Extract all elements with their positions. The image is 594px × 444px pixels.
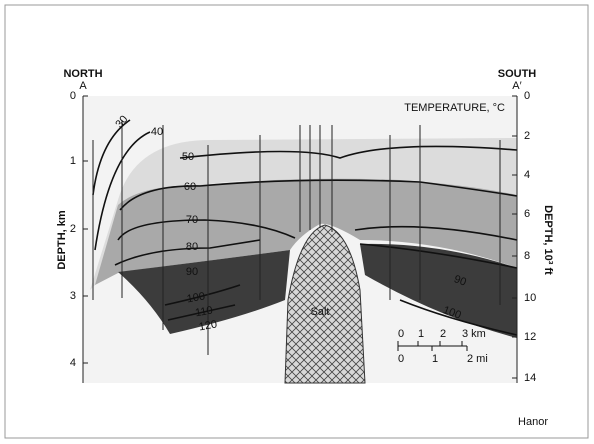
right-tick-label: 2 [524, 130, 530, 142]
left-tick-label: 1 [70, 155, 76, 167]
left-tick-label: 2 [70, 223, 76, 235]
isotherm-label: 60 [184, 181, 196, 193]
scale-km-label: 0 [398, 328, 404, 340]
scale-km-label: 3 km [462, 328, 486, 340]
slide: NORTH A SOUTH A′ TEMPERATURE, °C DEPTH, … [0, 0, 594, 444]
scale-mi-label: 0 [398, 353, 404, 365]
isotherm-label: 40 [151, 126, 163, 138]
left-axis-label: DEPTH, km [56, 210, 68, 270]
scale-mi-label: 2 mi [467, 353, 488, 365]
salt-label: Salt [311, 306, 330, 318]
isotherm-label: 90 [186, 266, 198, 278]
scale-km-label: 1 [418, 328, 424, 340]
a-prime-label: A′ [512, 80, 521, 92]
isotherm-label: 80 [186, 241, 198, 253]
left-tick-label: 4 [70, 357, 76, 369]
diagram-title: TEMPERATURE, °C [404, 102, 505, 114]
right-tick-label: 12 [524, 331, 536, 343]
scale-mi-label: 1 [432, 353, 438, 365]
isotherm-label: 70 [186, 214, 198, 226]
north-label: NORTH [63, 68, 102, 80]
right-tick-label: 8 [524, 250, 530, 262]
south-label: SOUTH [498, 68, 537, 80]
credit: Hanor [518, 416, 548, 428]
right-axis-label: DEPTH, 10³ ft [542, 205, 554, 275]
scale-km-label: 2 [440, 328, 446, 340]
right-tick-label: 0 [524, 90, 530, 102]
a-label: A [79, 80, 87, 92]
cross-section [83, 96, 517, 383]
isotherm-label: 50 [182, 151, 194, 163]
right-tick-label: 14 [524, 372, 536, 384]
left-tick-label: 3 [70, 290, 76, 302]
left-tick-label: 0 [70, 90, 76, 102]
right-tick-label: 6 [524, 208, 530, 220]
right-tick-label: 4 [524, 169, 530, 181]
right-tick-label: 10 [524, 292, 536, 304]
